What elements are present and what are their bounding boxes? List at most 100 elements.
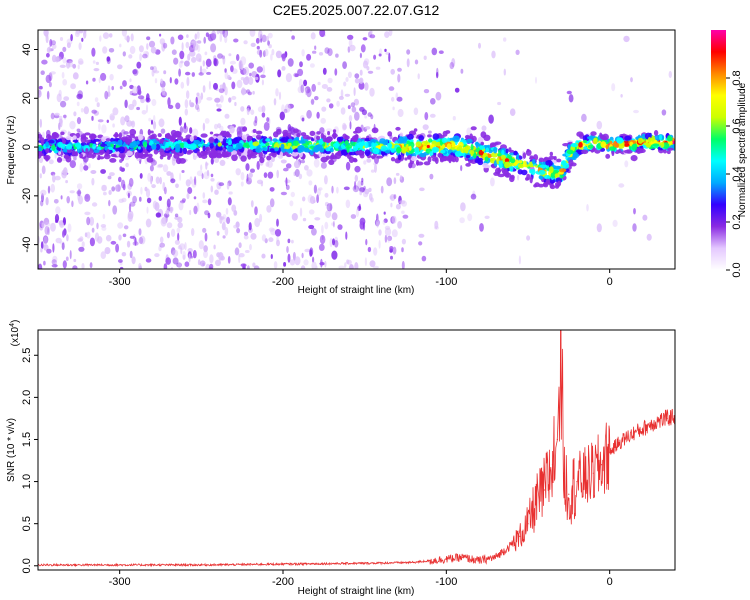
heatmap-speckle: [341, 122, 347, 131]
heatmap-ridge-cell: [454, 150, 462, 157]
heatmap-speckle: [91, 109, 97, 114]
heatmap-speckle: [434, 226, 440, 230]
heatmap-ridge-cell: [529, 161, 534, 168]
heatmap-speckle: [184, 60, 190, 67]
heatmap-ridge-cell: [375, 147, 379, 155]
heatmap-speckle: [122, 51, 127, 57]
heatmap-speckle: [177, 232, 180, 242]
heatmap-speckle: [179, 126, 183, 134]
heatmap-speckle: [261, 112, 266, 118]
heatmap-speckle: [200, 164, 203, 171]
heatmap-ridge-cell: [280, 151, 283, 157]
heatmap-ridge-cell: [48, 139, 55, 144]
heatmap-speckle: [362, 37, 368, 41]
heatmap-speckle: [390, 68, 396, 75]
heatmap-ridge-cell: [416, 161, 424, 166]
snr-point: [527, 523, 529, 525]
heatmap-ridge-cell: [322, 137, 330, 143]
heatmap-ridge-cell: [147, 153, 153, 158]
heatmap-ridge-cell: [84, 139, 91, 143]
heatmap-speckle: [89, 216, 95, 226]
snr-point: [282, 563, 284, 565]
heatmap-speckle: [132, 195, 138, 204]
heatmap-speckle: [107, 85, 111, 93]
heatmap-speckle: [248, 172, 253, 178]
heatmap-ridge-cell: [470, 143, 474, 151]
heatmap-ridge-cell: [483, 134, 491, 141]
heatmap-speckle: [309, 196, 316, 204]
figure-title: C2E5.2025.007.22.07.G12: [273, 2, 440, 18]
heatmap-ridge-cell: [426, 144, 430, 149]
heatmap-speckle: [362, 60, 369, 69]
heatmap-speckle: [324, 175, 328, 185]
heatmap-ridge-cell: [214, 138, 219, 144]
heatmap-speckle: [395, 172, 400, 176]
heatmap-speckle: [224, 30, 227, 38]
heatmap-speckle: [132, 69, 138, 75]
heatmap-speckle: [349, 121, 352, 130]
snr-point: [658, 420, 660, 422]
heatmap-ridge-cell: [414, 147, 420, 154]
heatmap-ridge-cell: [400, 147, 407, 154]
heatmap-ridge-cell: [174, 130, 181, 138]
heatmap-speckle: [229, 125, 235, 134]
heatmap-ridge-cell: [441, 137, 448, 143]
heatmap-ridge-cell: [344, 134, 349, 140]
heatmap-speckle: [197, 259, 201, 266]
heatmap-ridge-cell: [439, 158, 444, 163]
heatmap-speckle: [316, 111, 320, 119]
heatmap-ridge-cell: [544, 175, 551, 180]
heatmap-speckle: [384, 225, 391, 230]
heatmap-speckle: [343, 186, 350, 191]
heatmap-ridge-cell: [216, 150, 221, 155]
heatmap-speckle: [290, 191, 295, 198]
heatmap-speckle: [227, 256, 231, 264]
heatmap-speckle: [373, 247, 378, 256]
heatmap-speckle: [76, 117, 82, 125]
heatmap-speckle: [160, 217, 167, 227]
heatmap-ridge-cell: [482, 162, 489, 169]
heatmap-speckle: [193, 43, 199, 51]
heatmap-ridge-cell: [370, 138, 377, 144]
heatmap-speckle: [206, 169, 210, 177]
heatmap-speckle: [159, 33, 162, 37]
heatmap-speckle: [48, 159, 54, 165]
heatmap-speckle: [526, 235, 531, 241]
heatmap-ridge-cell: [38, 152, 42, 159]
heatmap-speckle: [359, 52, 362, 59]
heatmap-ridge-cell: [478, 149, 484, 156]
heatmap-speckle: [263, 172, 268, 179]
heatmap-speckle: [255, 37, 260, 44]
heatmap-ridge-cell: [215, 147, 223, 152]
heatmap-speckle: [256, 179, 264, 185]
heatmap-speckle: [428, 130, 432, 134]
heatmap-speckle: [347, 105, 351, 110]
heatmap-ridge-cell: [357, 150, 365, 156]
heatmap-speckle: [194, 176, 197, 186]
heatmap-speckle: [300, 84, 305, 94]
heatmap-speckle: [55, 206, 61, 215]
heatmap-speckle: [401, 247, 404, 253]
heatmap-speckle: [124, 35, 131, 41]
heatmap-speckle: [429, 173, 434, 180]
heatmap-speckle: [254, 76, 259, 80]
heatmap-ridge-cell: [348, 151, 356, 156]
heatmap-ridge-cell: [534, 182, 540, 188]
heatmap-speckle: [128, 177, 134, 187]
heatmap-speckle: [311, 228, 317, 236]
heatmap-speckle: [284, 179, 291, 184]
heatmap-speckle: [369, 260, 376, 268]
heatmap-speckle: [301, 252, 304, 259]
heatmap-speckle: [79, 162, 84, 173]
heatmap-ridge-cell: [415, 141, 422, 147]
heatmap-ridge-cell: [522, 160, 527, 168]
heatmap-speckle: [642, 214, 648, 221]
heatmap-speckle: [40, 241, 44, 250]
heatmap-speckle: [661, 109, 667, 116]
heatmap-speckle: [364, 82, 369, 91]
heatmap-ridge-cell: [504, 172, 512, 178]
heatmap-speckle: [216, 103, 219, 107]
heatmap-ridge-cell: [159, 150, 165, 156]
heatmap-speckle: [44, 221, 51, 228]
heatmap-speckle: [406, 49, 411, 55]
